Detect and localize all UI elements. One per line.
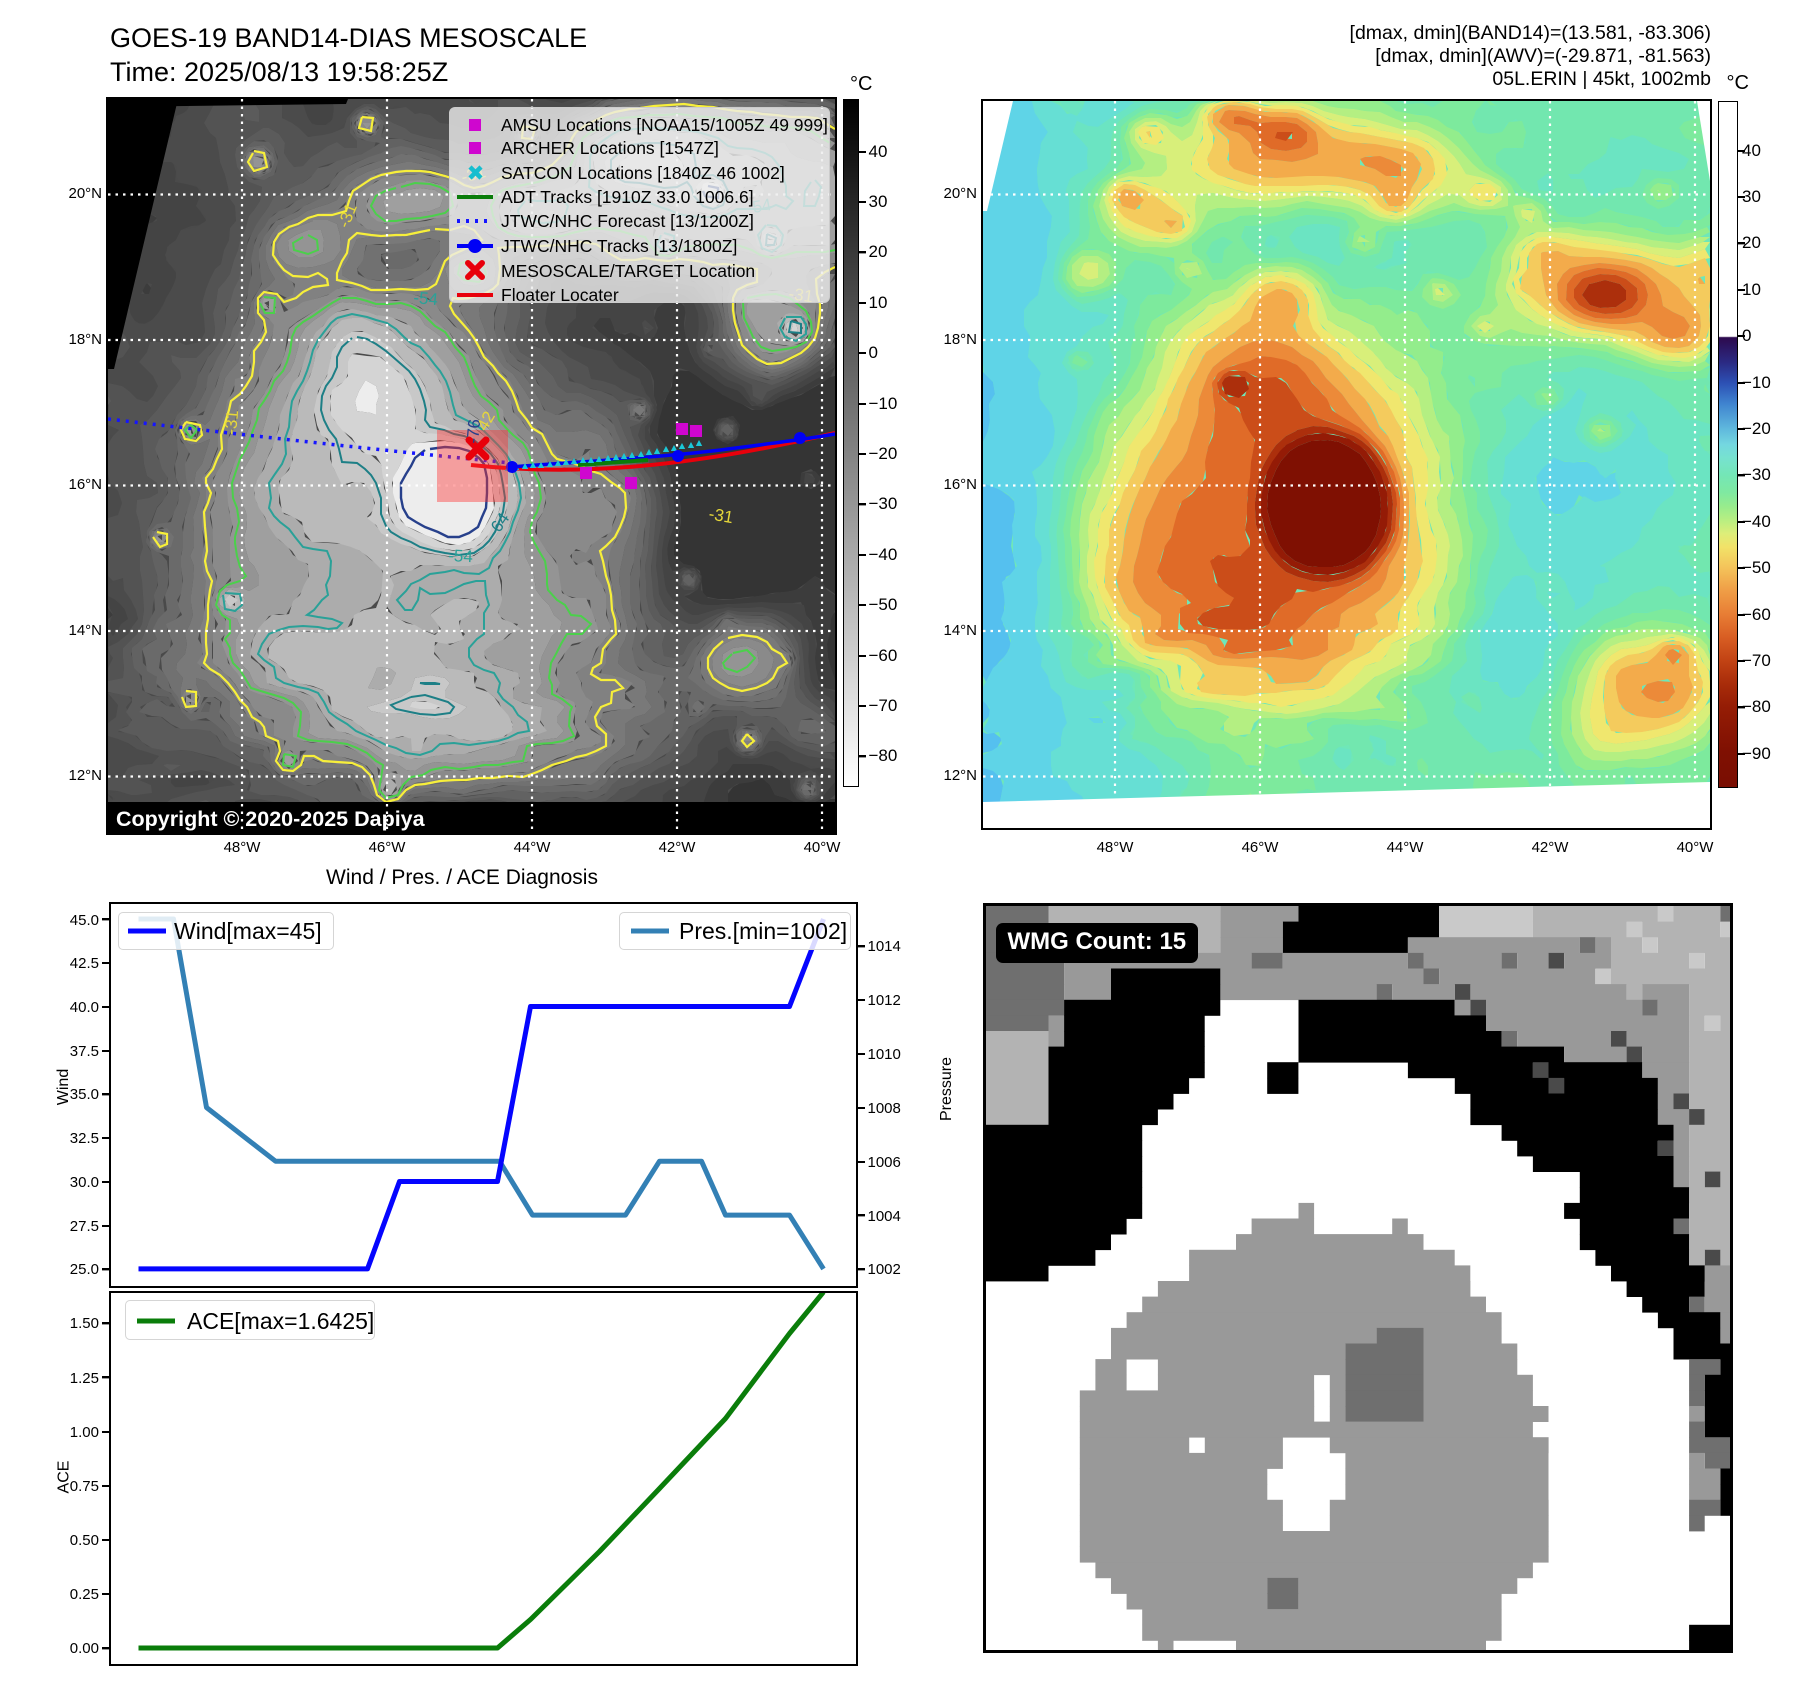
svg-text:-54: -54 — [448, 546, 474, 566]
svg-text:ARCHER Locations [1547Z]: ARCHER Locations [1547Z] — [501, 138, 719, 158]
svg-text:SATCON Locations [1840Z 46 100: SATCON Locations [1840Z 46 1002] — [501, 163, 785, 183]
svg-text:JTWC/NHC Tracks [13/1800Z]: JTWC/NHC Tracks [13/1800Z] — [501, 236, 737, 256]
svg-text:Pres.[min=1002]: Pres.[min=1002] — [679, 918, 847, 944]
svg-text:Wind[max=45]: Wind[max=45] — [174, 918, 322, 944]
svg-text:-31: -31 — [221, 409, 242, 435]
svg-text:-76: -76 — [463, 418, 484, 444]
svg-text:-31: -31 — [334, 200, 361, 230]
svg-text:-31: -31 — [707, 504, 735, 527]
svg-text:Floater Locater: Floater Locater — [501, 285, 619, 303]
svg-text:JTWC/NHC Forecast [13/1200Z]: JTWC/NHC Forecast [13/1200Z] — [501, 211, 754, 231]
svg-text:ADT Tracks [1910Z 33.0 1006.6]: ADT Tracks [1910Z 33.0 1006.6] — [501, 187, 754, 207]
svg-text:-64: -64 — [484, 509, 514, 540]
svg-text:AMSU Locations [NOAA15/1005Z 4: AMSU Locations [NOAA15/1005Z 49 999] — [501, 115, 828, 135]
svg-text:MESOSCALE/TARGET Location: MESOSCALE/TARGET Location — [501, 261, 755, 281]
svg-text:-54: -54 — [413, 288, 439, 309]
svg-text:ACE[max=1.6425]: ACE[max=1.6425] — [187, 1308, 374, 1334]
